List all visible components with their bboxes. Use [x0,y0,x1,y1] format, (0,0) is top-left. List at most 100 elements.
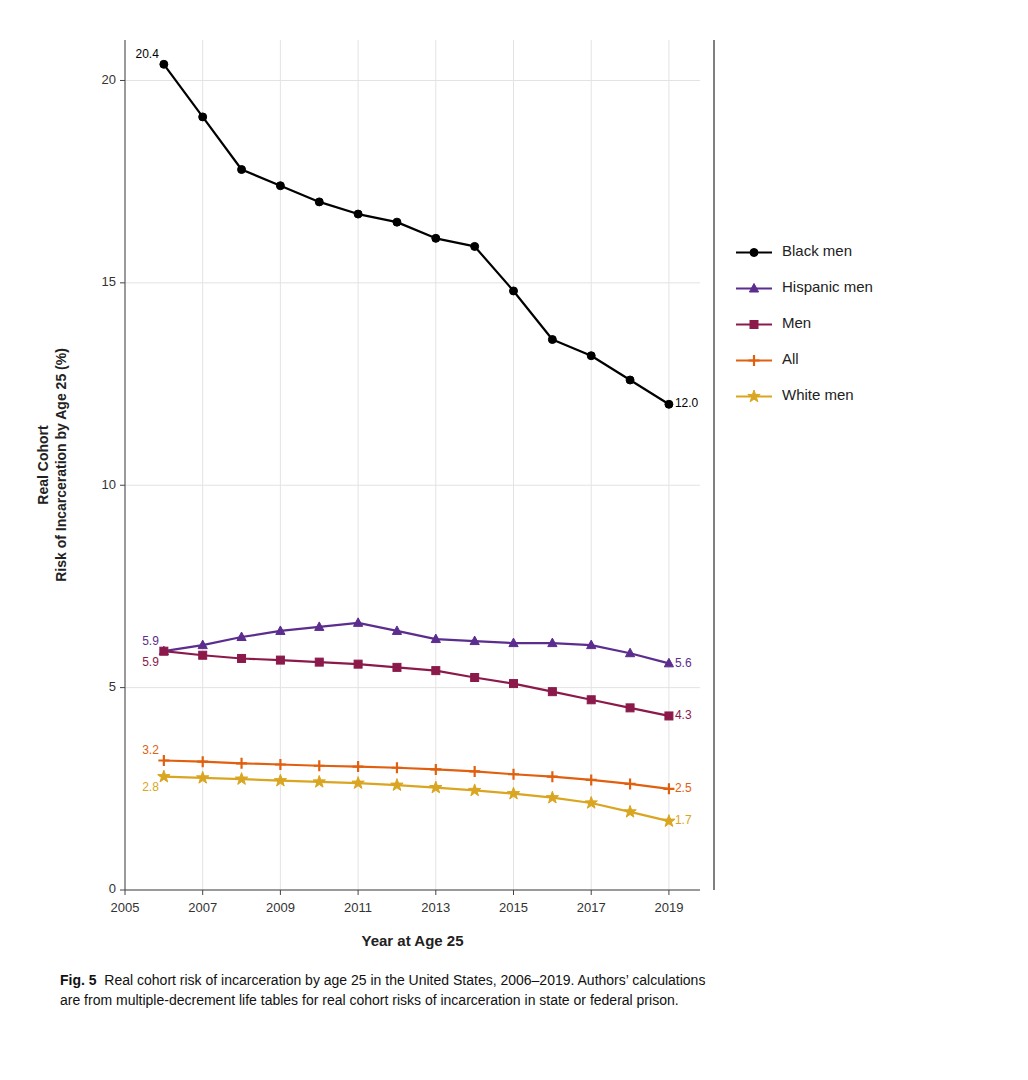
series-line [164,760,669,788]
marker [276,182,284,190]
marker [238,654,246,662]
grid-line-x [125,40,126,890]
grid-line-y [125,687,700,688]
grid-line-y [125,890,700,891]
grid-line-y [125,282,700,283]
marker [159,646,168,655]
marker [352,777,364,789]
legend-marker [748,390,760,402]
value-label: 2.5 [675,781,692,795]
marker [471,674,479,682]
grid [125,40,700,890]
marker [587,640,596,649]
marker [624,805,636,817]
value-label: 5.6 [675,656,692,670]
caption-text: are from multiple-decrement life tables … [60,992,679,1008]
marker [197,771,209,783]
marker [625,778,636,789]
marker [199,113,207,121]
marker [353,761,364,772]
x-tick [202,890,203,895]
marker [354,660,362,668]
legend-label: Men [782,314,811,331]
marker [236,758,247,769]
marker [625,648,634,657]
marker [509,638,518,647]
marker [235,773,247,785]
grid-line-x [591,40,592,890]
x-tick-label: 2019 [654,900,683,915]
grid-line-y [125,485,700,486]
marker [587,352,595,360]
caption-bold: Fig. 5 [60,972,97,988]
y-tick [120,890,125,891]
legend-label: Hispanic men [782,278,873,295]
series-line [164,64,669,404]
value-label: 5.9 [142,655,159,669]
marker [315,622,324,631]
marker [315,198,323,206]
marker [275,759,286,770]
series-line [164,651,669,716]
marker [510,680,518,688]
y-tick-label: 20 [102,72,116,87]
marker [547,771,558,782]
x-tick [668,890,669,895]
x-tick [591,890,592,895]
marker [432,667,440,675]
marker [274,774,286,786]
marker [160,647,168,655]
marker [430,764,441,775]
y-tick [120,80,125,81]
x-tick-label: 2007 [188,900,217,915]
x-tick [513,890,514,895]
marker [391,779,403,791]
value-label: 2.8 [142,780,159,794]
legend-marker [749,355,760,366]
plot-area [158,60,675,826]
marker [313,775,325,787]
value-label: 3.2 [142,743,159,757]
x-axis-label: Year at Age 25 [361,932,463,949]
marker [663,815,675,827]
y-tick-label: 5 [109,679,116,694]
value-label: 5.9 [142,634,159,648]
x-tick-label: 2017 [577,900,606,915]
marker [237,632,246,641]
marker [548,336,556,344]
separator [714,40,715,890]
y-tick-label: 0 [109,881,116,896]
grid-line-x [435,40,436,890]
marker [158,755,169,766]
marker [432,234,440,242]
legend-label: Black men [782,242,852,259]
marker [586,774,597,785]
marker [393,663,401,671]
y-axis-label: Real CohortRisk of Incarceration by Age … [35,348,69,582]
marker [431,634,440,643]
marker [626,704,634,712]
y-axis-line [125,40,126,890]
marker [430,781,442,793]
value-label: 1.7 [675,813,692,827]
marker [663,783,674,794]
marker [508,769,519,780]
marker [468,784,480,796]
marker [393,218,401,226]
marker [548,638,557,647]
x-tick [358,890,359,895]
marker [391,762,402,773]
marker [158,770,170,782]
caption: Fig. 5 Real cohort risk of incarceration… [60,972,705,988]
marker [510,287,518,295]
marker [160,60,168,68]
marker [665,712,673,720]
marker [507,787,519,799]
y-tick-label: 15 [102,274,116,289]
caption-text: Real cohort risk of incarceration by age… [97,972,706,988]
marker [197,756,208,767]
marker [469,766,480,777]
marker [587,696,595,704]
y-tick-label: 10 [102,477,116,492]
marker [315,658,323,666]
